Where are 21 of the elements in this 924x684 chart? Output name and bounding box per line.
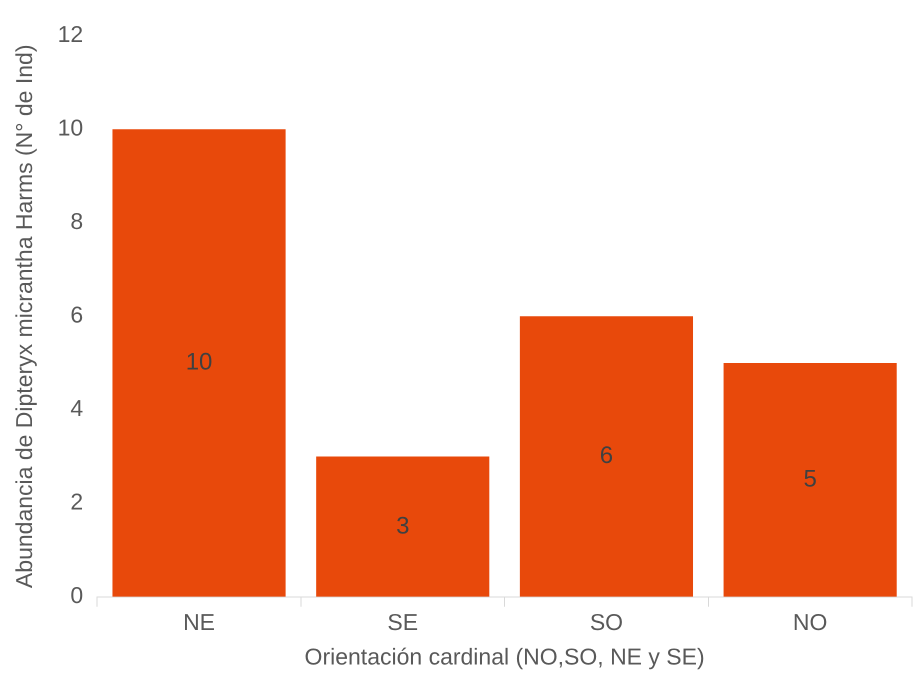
bar — [520, 316, 694, 597]
y-tick-label: 4 — [70, 395, 84, 422]
bar — [316, 456, 490, 597]
x-axis-title: Orientación cardinal (NO,SO, NE y SE) — [304, 644, 705, 670]
bar — [112, 129, 286, 597]
data-label: 6 — [600, 442, 614, 470]
x-tick-label: NE — [183, 608, 216, 635]
y-tick-label: 8 — [70, 208, 84, 234]
x-tick-label: SE — [387, 608, 418, 635]
y-tick-label: 6 — [70, 302, 84, 328]
data-label: 10 — [186, 348, 212, 376]
y-tick-label: 0 — [70, 582, 84, 608]
x-tick-label: SO — [590, 608, 624, 635]
x-tick-label: NO — [792, 608, 828, 635]
bar — [724, 363, 897, 597]
data-label: 5 — [803, 466, 817, 493]
data-label: 3 — [396, 512, 410, 540]
y-tick-label: 10 — [58, 114, 84, 141]
y-axis-title: Abundancia de Dipteryx micrantha Harms (N° de Ind) — [11, 44, 38, 588]
y-tick-label: 12 — [58, 21, 84, 48]
y-tick-label: 2 — [70, 488, 84, 515]
